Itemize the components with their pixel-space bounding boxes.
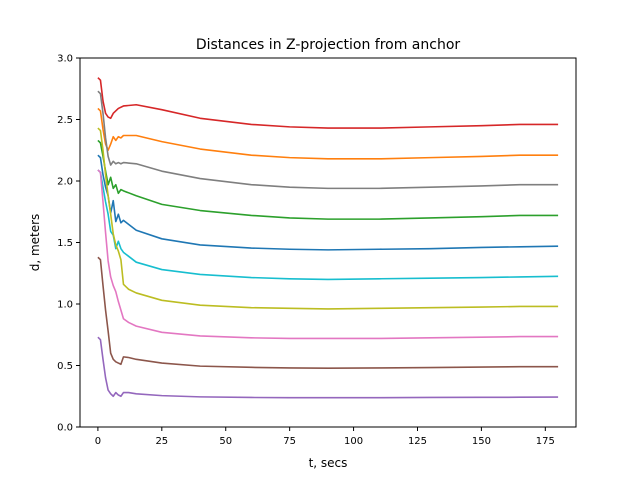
x-tick-label: 125: [408, 436, 427, 447]
y-tick-label: 0.5: [57, 361, 73, 372]
x-axis: 0 25 50 75 100 125 150 175: [95, 427, 555, 447]
y-tick-label: 1.5: [57, 238, 73, 249]
x-tick-label: 0: [95, 436, 101, 447]
series-line-8: [97, 169, 559, 340]
x-tick-label: 50: [219, 436, 232, 447]
series-line-3: [97, 90, 559, 190]
y-tick-label: 3.0: [57, 54, 73, 65]
y-axis-label: d, meters: [28, 214, 42, 272]
series-line-1: [97, 77, 559, 129]
x-axis-label: t, secs: [309, 456, 348, 470]
chart-title: Distances in Z-projection from anchor: [196, 37, 461, 53]
series-line-6: [97, 169, 559, 281]
x-tick-label: 100: [344, 436, 363, 447]
y-tick-label: 2.5: [57, 115, 73, 126]
y-tick-label: 2.0: [57, 177, 73, 188]
series-line-4: [97, 139, 559, 220]
y-tick-label: 0.0: [57, 423, 73, 434]
x-tick-label: 75: [283, 436, 296, 447]
series-layer: [97, 77, 559, 399]
x-tick-label: 150: [472, 436, 491, 447]
x-tick-label: 25: [155, 436, 168, 447]
series-line-7: [97, 127, 559, 310]
y-tick-label: 1.0: [57, 300, 73, 311]
y-axis: 0.0 0.5 1.0 1.5 2.0 2.5 3.0: [57, 54, 80, 434]
series-line-10: [97, 336, 559, 399]
series-line-9: [97, 256, 559, 370]
x-tick-label: 175: [536, 436, 555, 447]
